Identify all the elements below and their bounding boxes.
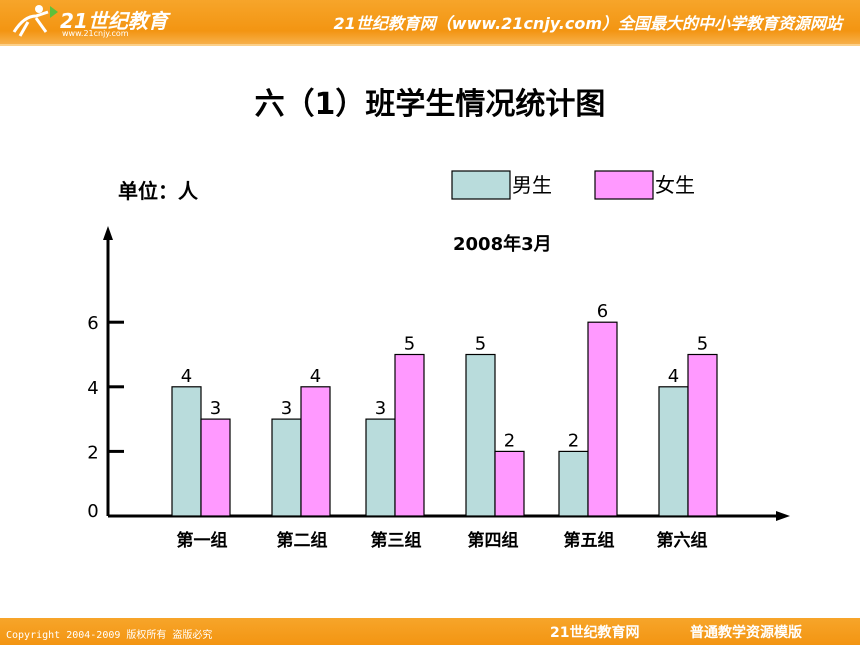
y-tick-label: 2 bbox=[87, 442, 98, 463]
legend-swatch-boys bbox=[451, 170, 511, 200]
footer-tag: 普通教学资源模版 bbox=[690, 625, 802, 641]
x-tick-label: 第二组 bbox=[277, 530, 328, 551]
data-label-boys-5: 2 bbox=[568, 430, 579, 451]
data-label-girls-3: 5 bbox=[404, 334, 415, 355]
x-tick-label: 第六组 bbox=[657, 530, 708, 551]
bar-girls-3 bbox=[394, 353, 425, 517]
date-label: 2008年3月 bbox=[453, 233, 552, 255]
bar-girls-1 bbox=[200, 418, 231, 517]
data-label-girls-6: 5 bbox=[697, 334, 708, 355]
data-label-boys-3: 3 bbox=[375, 398, 386, 419]
unit-label: 单位：人 bbox=[118, 179, 199, 203]
legend-label-girls: 女生 bbox=[655, 173, 695, 197]
x-tick-label: 第三组 bbox=[371, 530, 422, 551]
bar-boys-1 bbox=[171, 386, 202, 517]
y-tick-label: 6 bbox=[87, 313, 98, 334]
bar-boys-5 bbox=[558, 450, 589, 517]
data-label-boys-2: 3 bbox=[281, 398, 292, 419]
bar-boys-6 bbox=[658, 386, 689, 517]
data-label-boys-4: 5 bbox=[475, 334, 486, 355]
bar-boys-4 bbox=[465, 353, 496, 517]
data-label-girls-5: 6 bbox=[597, 301, 608, 322]
top-banner bbox=[0, 0, 860, 44]
data-label-boys-6: 4 bbox=[668, 366, 679, 387]
bar-girls-6 bbox=[687, 353, 718, 517]
banner-slogan: 21世纪教育网（www.21cnjy.com）全国最大的中小学教育资源网站 bbox=[333, 14, 842, 33]
bar-boys-2 bbox=[271, 418, 302, 517]
data-label-girls-4: 2 bbox=[504, 430, 515, 451]
logo-text: 21世纪教育 bbox=[60, 9, 168, 33]
top-banner-line bbox=[0, 44, 860, 46]
bar-girls-5 bbox=[587, 321, 618, 517]
data-label-girls-2: 4 bbox=[310, 366, 321, 387]
y-tick-label: 4 bbox=[87, 378, 98, 399]
legend-label-boys: 男生 bbox=[512, 173, 552, 197]
logo-url: www.21cnjy.com bbox=[62, 29, 129, 38]
x-tick-label: 第五组 bbox=[564, 530, 615, 551]
data-label-girls-1: 3 bbox=[210, 398, 221, 419]
x-tick-label: 第四组 bbox=[468, 530, 519, 551]
y-axis bbox=[103, 226, 113, 516]
copyright-text: Copyright 2004-2009 版权所有 盗版必究 bbox=[6, 630, 213, 641]
y-tick-label: 0 bbox=[87, 501, 98, 522]
legend-swatch-girls bbox=[594, 170, 654, 200]
runner-logo-icon bbox=[12, 5, 58, 37]
bar-boys-3 bbox=[365, 418, 396, 517]
bar-girls-2 bbox=[300, 386, 331, 517]
data-label-boys-1: 4 bbox=[181, 366, 192, 387]
bar-girls-4 bbox=[494, 450, 525, 517]
bottom-banner bbox=[0, 618, 860, 645]
chart-title: 六（1）班学生情况统计图 bbox=[255, 87, 606, 122]
site-logo bbox=[12, 5, 58, 37]
x-tick-label: 第一组 bbox=[177, 530, 228, 551]
footer-brand: 21世纪教育网 bbox=[550, 625, 640, 641]
